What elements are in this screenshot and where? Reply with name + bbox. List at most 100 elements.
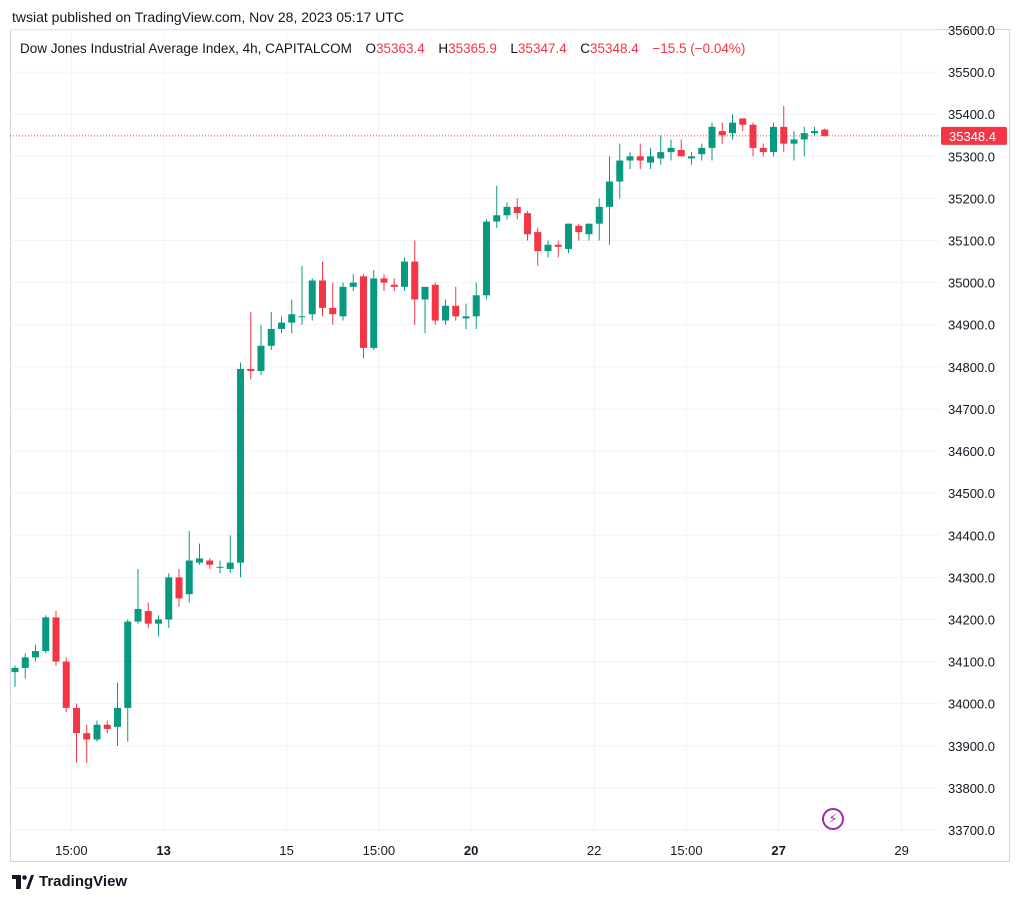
- high-value: 35365.9: [448, 41, 497, 56]
- candle-body: [452, 305, 460, 317]
- candle-body: [390, 284, 398, 287]
- candle-body: [319, 280, 326, 308]
- candle-body: [421, 286, 429, 300]
- y-tick-label: 33700.0: [948, 823, 995, 838]
- candle-body: [698, 147, 706, 155]
- y-tick-label: 34000.0: [948, 697, 995, 712]
- candle-body: [103, 724, 111, 729]
- candle-body: [780, 126, 788, 144]
- candle-body: [606, 181, 613, 207]
- y-tick-label: 34300.0: [948, 570, 995, 585]
- candle-body: [565, 223, 572, 249]
- lightning-bolt-icon[interactable]: ⚡: [822, 808, 844, 830]
- x-tick-label: 29: [894, 843, 908, 858]
- candle-body: [503, 206, 511, 216]
- x-tick-label: 27: [771, 843, 785, 858]
- candle-body: [790, 139, 798, 144]
- candle-body: [688, 156, 695, 159]
- candle-body: [165, 577, 173, 620]
- candle-body: [626, 156, 634, 161]
- candle-body: [226, 562, 234, 569]
- candle-body: [11, 667, 19, 673]
- candle-body: [431, 284, 439, 321]
- candle-body: [370, 278, 378, 348]
- y-tick-label: 34800.0: [948, 360, 995, 375]
- candle-body: [401, 261, 408, 287]
- candle-body: [718, 131, 726, 136]
- candle-body: [493, 215, 501, 222]
- open-label: O: [365, 41, 376, 56]
- change-value: −15.5 (−0.04%): [652, 41, 746, 56]
- candle-body: [247, 368, 255, 372]
- candle-body: [585, 223, 593, 235]
- candle-body: [216, 566, 224, 568]
- candle-body: [52, 617, 60, 662]
- x-tick-label: 15:00: [363, 843, 396, 858]
- candle-body: [349, 282, 357, 287]
- low-label: L: [510, 41, 518, 56]
- candle-body: [308, 280, 316, 315]
- candle-body: [298, 316, 306, 318]
- candle-body: [175, 577, 183, 599]
- y-tick-label: 35000.0: [948, 276, 995, 291]
- candle-body: [257, 345, 265, 372]
- candle-body: [114, 707, 121, 727]
- y-tick-label: 34500.0: [948, 486, 995, 501]
- symbol-legend: Dow Jones Industrial Average Index, 4h, …: [20, 41, 745, 56]
- y-tick-label: 35200.0: [948, 191, 995, 206]
- y-tick-label: 34100.0: [948, 655, 995, 670]
- low-value: 35347.4: [517, 41, 567, 56]
- candle-body: [73, 707, 80, 734]
- y-tick-label: 34400.0: [948, 528, 995, 543]
- candle-body: [93, 724, 101, 740]
- candle-body: [534, 232, 542, 252]
- candle-body: [237, 368, 244, 563]
- symbol-title: Dow Jones Industrial Average Index, 4h, …: [20, 41, 352, 56]
- candle-body: [32, 651, 39, 658]
- candle-body: [380, 278, 388, 283]
- candle-body: [144, 611, 152, 624]
- y-tick-label: 34200.0: [948, 612, 995, 627]
- candle-body: [185, 560, 193, 595]
- candle-body: [360, 276, 367, 348]
- candle-body: [329, 307, 337, 315]
- y-tick-label: 34900.0: [948, 318, 995, 333]
- candle-body: [83, 733, 91, 740]
- candle-body: [42, 617, 50, 652]
- candle-body: [155, 619, 162, 624]
- candle-body: [647, 156, 654, 163]
- candle-body: [62, 661, 70, 708]
- x-tick-label: 20: [464, 843, 478, 858]
- candle-body: [472, 295, 480, 317]
- candle-body: [288, 314, 296, 323]
- candle-body: [749, 124, 757, 148]
- x-tick-label: 15:00: [55, 843, 88, 858]
- candle-body: [821, 129, 829, 136]
- candle-body: [800, 133, 808, 140]
- candle-body: [339, 286, 347, 317]
- candle-body: [267, 328, 275, 346]
- y-tick-label: 35300.0: [948, 149, 995, 164]
- footer-logo[interactable]: TradingView: [12, 873, 127, 890]
- close-label: C: [580, 41, 591, 56]
- candle-body: [483, 221, 490, 296]
- candle-body: [575, 225, 583, 233]
- candle-body: [595, 206, 603, 224]
- candle-body: [616, 160, 624, 182]
- candle-body: [708, 126, 716, 148]
- y-tick-label: 34600.0: [948, 444, 995, 459]
- y-tick-label: 33900.0: [948, 739, 995, 754]
- candle-body: [196, 558, 203, 563]
- candle-body: [729, 122, 736, 134]
- tradingview-logo-icon: [12, 874, 34, 889]
- candle-body: [759, 147, 767, 153]
- y-tick-label: 35500.0: [948, 65, 995, 80]
- candle-body: [462, 316, 470, 319]
- candle-body: [657, 152, 665, 159]
- candle-body: [124, 621, 132, 708]
- candle-body: [667, 147, 675, 153]
- candle-body: [442, 305, 449, 321]
- last-price-label: 35348.4: [949, 129, 996, 144]
- close-value: 35348.4: [590, 41, 639, 56]
